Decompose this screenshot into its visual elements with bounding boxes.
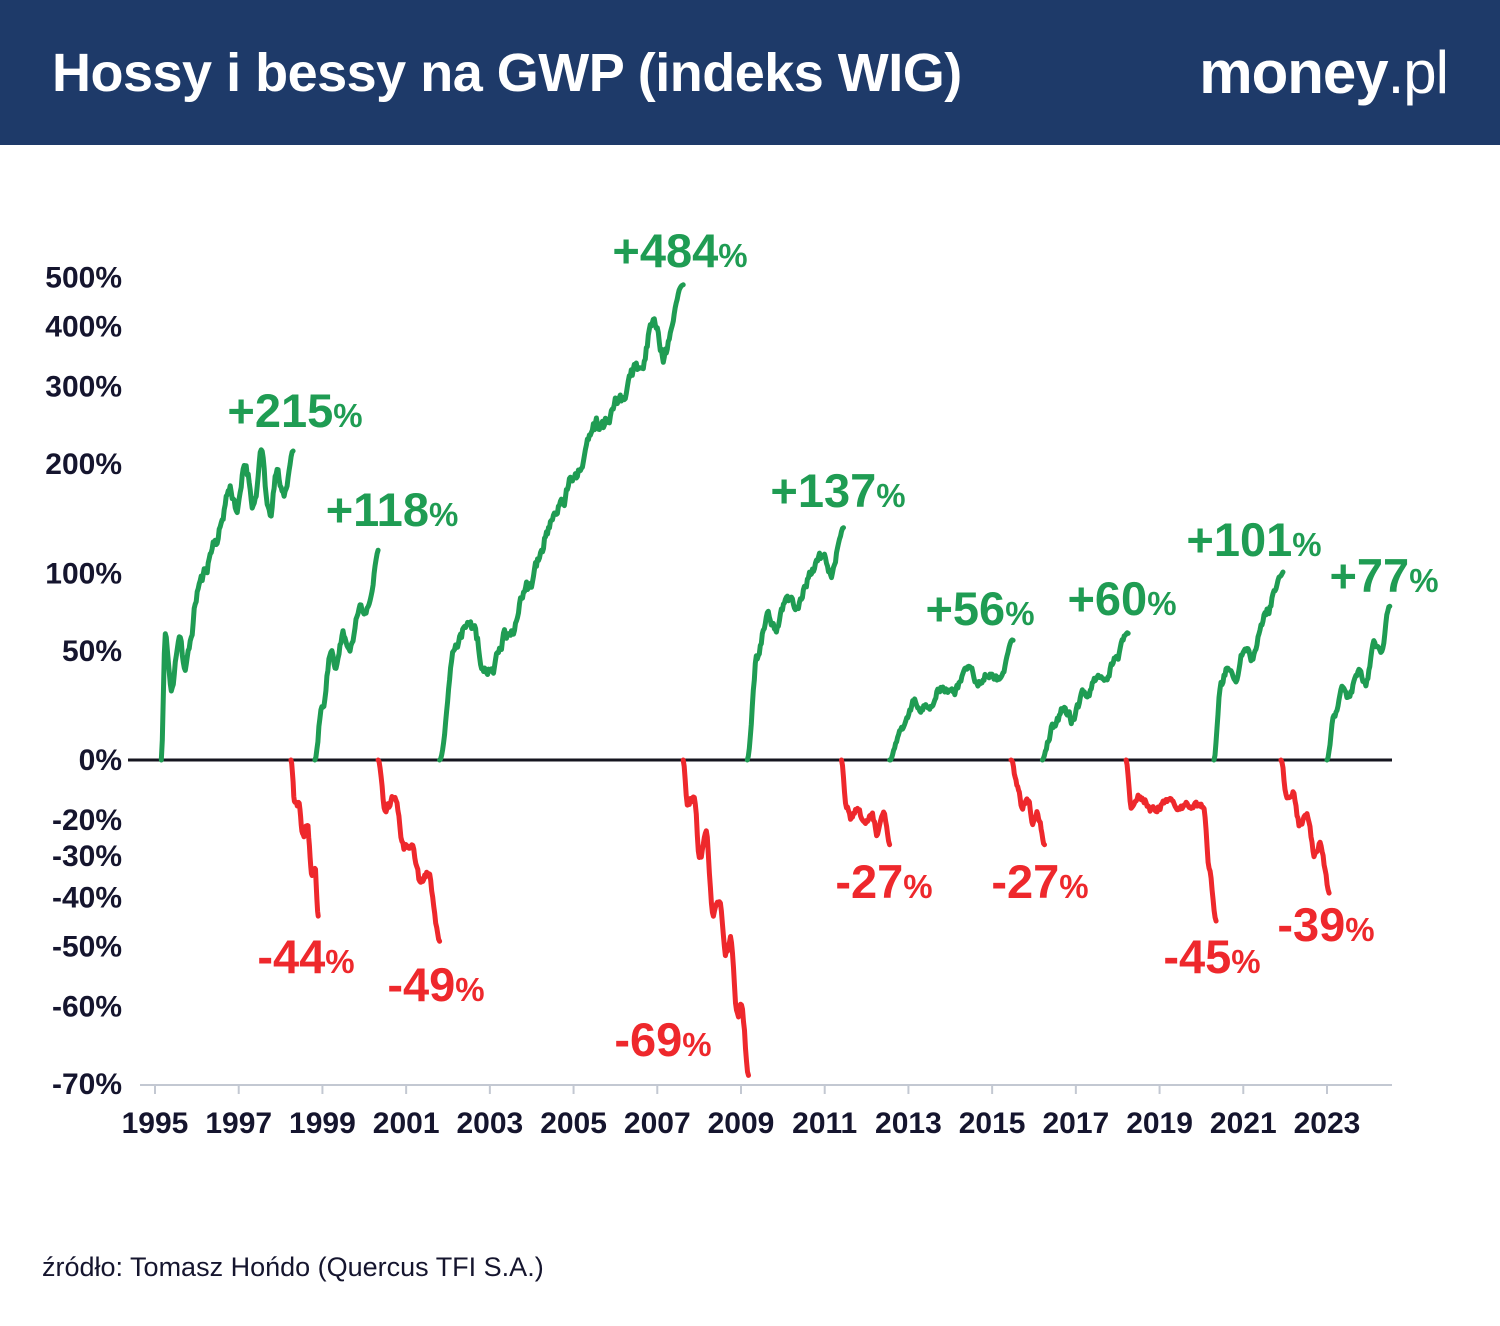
y-axis-label: -60% (52, 991, 122, 1024)
x-axis-label: 1997 (205, 1107, 272, 1140)
wig-bull-bear-chart: 1995 1997 1999 2001 2003 2005 2007 2009 2011 2013… (45, 224, 1438, 1140)
x-axis-label: 2013 (875, 1107, 942, 1140)
segment-bull-+118% (312, 547, 381, 763)
logo-text-pl: .pl (1387, 39, 1449, 106)
segment-bear--69% (680, 757, 751, 1078)
x-axis-label: 2001 (373, 1107, 440, 1140)
segment-bull-+215% (158, 447, 296, 763)
segment-label-+118%: +118% (326, 483, 459, 536)
y-axis-label: -70% (52, 1068, 122, 1101)
segment-label--44%: -44% (257, 930, 354, 983)
moneypl-logo: money.pl (1199, 38, 1449, 107)
segment-bull-+137% (744, 525, 846, 763)
header-bar: Hossy i bessy na GWP (indeks WIG) money.… (0, 0, 1500, 145)
x-axis-label: 2017 (1042, 1107, 1109, 1140)
segment-bear--49% (375, 757, 443, 944)
segment-label--27%: -27% (835, 855, 932, 908)
y-axis-label: -40% (52, 882, 122, 915)
segment-label--45%: -45% (1163, 930, 1260, 983)
segment-bear--27% (839, 757, 893, 848)
y-axis-label: 0% (79, 744, 122, 777)
segment-bull-+101% (1211, 569, 1286, 763)
x-axis-label: 2007 (624, 1107, 691, 1140)
x-axis-label: 1999 (289, 1107, 356, 1140)
x-axis-label: 2003 (456, 1107, 523, 1140)
segment-bear--44% (288, 757, 321, 919)
x-axis-label: 2009 (708, 1107, 775, 1140)
y-axis-label: 500% (45, 262, 122, 295)
y-axis-label: 300% (45, 371, 122, 404)
y-axis-label: -30% (52, 840, 122, 873)
source-note: źródło: Tomasz Hońdo (Quercus TFI S.A.) (42, 1252, 544, 1282)
segment-label--27%: -27% (991, 855, 1088, 908)
segment-label-+215%: +215% (227, 384, 362, 437)
chart-area: 1995 1997 1999 2001 2003 2005 2007 2009 2011 2013… (0, 145, 1500, 1215)
y-axis-label: 50% (62, 635, 122, 668)
x-axis-label: 2015 (959, 1107, 1026, 1140)
segment-label--69%: -69% (614, 1013, 711, 1066)
segment-label--39%: -39% (1277, 898, 1374, 951)
segment-bear--39% (1278, 757, 1332, 896)
x-axis-label: 2019 (1126, 1107, 1193, 1140)
x-axis-label: 2005 (540, 1107, 607, 1140)
segment-bear--27% (1008, 757, 1047, 848)
segment-bull-+77% (1324, 603, 1393, 763)
segment-bear--45% (1123, 757, 1219, 924)
segment-label-+56%: +56% (925, 582, 1034, 635)
y-axis-label: -20% (52, 804, 122, 837)
y-axis-label: 400% (45, 311, 122, 344)
y-axis-label: -50% (52, 931, 122, 964)
x-axis-label: 2011 (792, 1107, 857, 1140)
segment-label-+484%: +484% (612, 224, 747, 277)
segment-bull-+56% (887, 637, 1016, 763)
segment-bull-+60% (1039, 630, 1131, 763)
x-axis-label: 2023 (1294, 1107, 1361, 1140)
x-axis-label: 2021 (1210, 1107, 1277, 1140)
logo-text-money: money (1199, 39, 1388, 106)
x-axis-label: 1995 (122, 1107, 189, 1140)
segment-label-+77%: +77% (1329, 549, 1438, 602)
segment-label-+101%: +101% (1186, 513, 1321, 566)
segment-label-+137%: +137% (770, 464, 905, 517)
segment-bull-+484% (437, 282, 686, 763)
y-axis-label: 100% (45, 557, 122, 590)
y-axis-label: 200% (45, 448, 122, 481)
segment-label-+60%: +60% (1067, 572, 1176, 625)
chart-title: Hossy i bessy na GWP (indeks WIG) (52, 42, 962, 103)
segment-label--49%: -49% (387, 958, 484, 1011)
